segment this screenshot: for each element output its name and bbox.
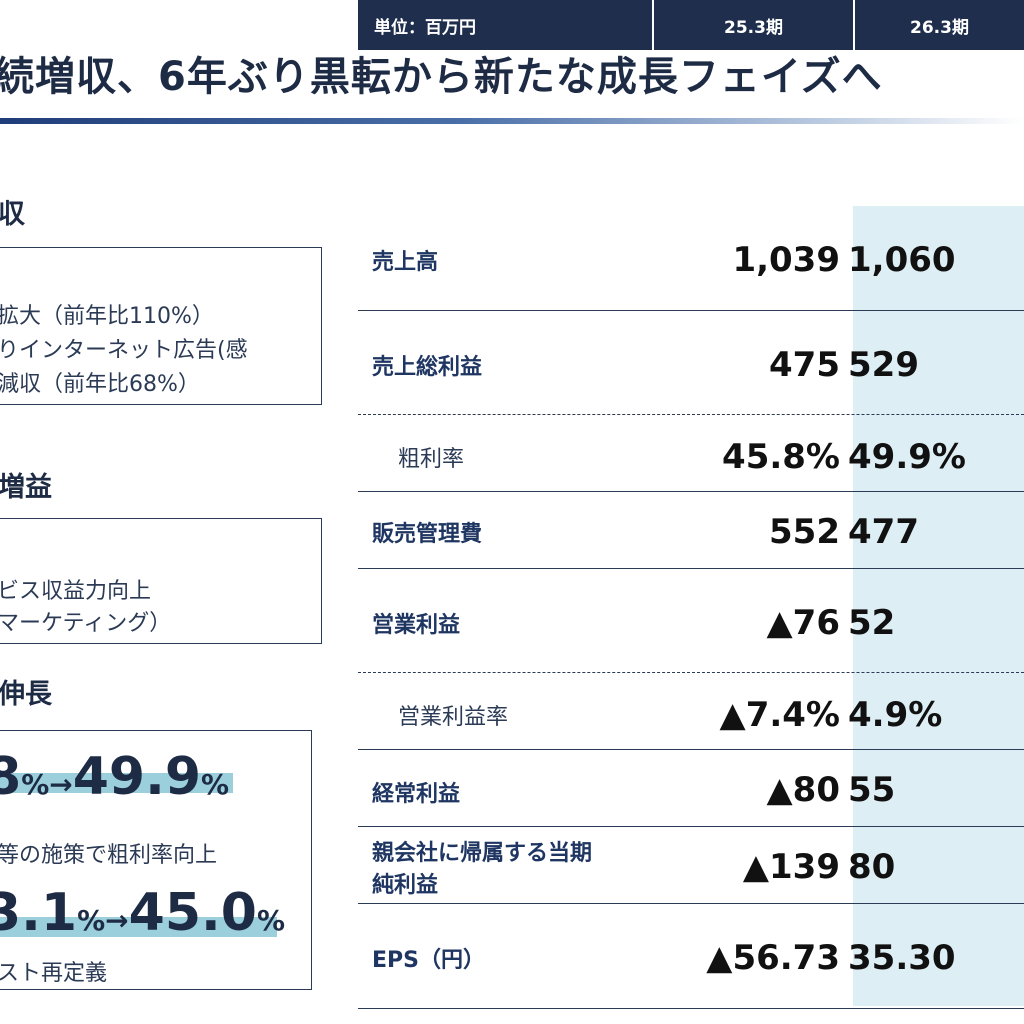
kpi-highlight-bar <box>0 773 233 793</box>
value-25-3: 1,039 <box>732 240 840 280</box>
table-row-eps: EPS（円） ▲56.73 35.30 <box>358 904 1024 1009</box>
row-label: 営業利益 <box>372 613 461 638</box>
table-row-operating-margin: 営業利益率 ▲7.4% 4.9% <box>358 673 1024 750</box>
gross-margin-kpi: 8%→49.9% <box>0 747 230 807</box>
header-col-25-3: 25.3期 <box>652 0 853 50</box>
section-heading-profit: 増益 <box>0 472 52 503</box>
table-row-sga: 販売管理費 552 477 <box>358 492 1024 569</box>
value-25-3: ▲139 <box>742 847 840 887</box>
revenue-detail-box: 拡大（前年比110%） りインターネット広告(感 減収（前年比68%） <box>0 247 322 405</box>
row-label: 売上高 <box>372 250 439 275</box>
gross-margin-note: 等の施策で粗利率向上 <box>0 843 218 868</box>
table-row-ordinary-profit: 経常利益 ▲80 55 <box>358 750 1024 827</box>
value-25-3: ▲7.4% <box>719 695 840 735</box>
section-heading-growth: 伸長 <box>0 679 52 710</box>
table-row-revenue: 売上高 1,039 1,060 <box>358 206 1024 311</box>
value-26-3: 49.9% <box>848 437 966 477</box>
profit-detail-line: マーケティング） <box>0 611 172 636</box>
value-25-3: ▲56.73 <box>706 938 840 978</box>
row-label: EPS（円） <box>372 948 485 973</box>
row-label: 営業利益率 <box>398 705 509 730</box>
value-26-3: 4.9% <box>848 695 943 735</box>
row-label: 販売管理費 <box>372 522 483 547</box>
value-25-3: 552 <box>769 512 840 552</box>
profit-detail-box: ビス収益力向上 マーケティング） <box>0 518 322 644</box>
revenue-detail-line: 拡大（前年比110%） <box>0 304 214 329</box>
left-panel: 収 拡大（前年比110%） りインターネット広告(感 減収（前年比68%） 増益… <box>0 0 340 1024</box>
row-label: 経常利益 <box>372 782 461 807</box>
cost-ratio-kpi: 3.1%→45.0% <box>0 883 286 943</box>
table-row-gross-margin: 粗利率 45.8% 49.9% <box>358 415 1024 492</box>
table-row-gross-profit: 売上総利益 475 529 <box>358 311 1024 415</box>
value-26-3: 80 <box>848 847 896 887</box>
value-25-3: ▲76 <box>766 603 840 643</box>
table-row-net-income: 親会社に帰属する当期 純利益 ▲139 80 <box>358 827 1024 904</box>
row-label: 売上総利益 <box>372 355 483 380</box>
value-25-3: ▲80 <box>766 770 840 810</box>
value-26-3: 529 <box>848 345 919 385</box>
highlight-column-background <box>853 206 1024 1006</box>
page-title: 続増収、6年ぶり黒転から新たな成長フェイズへ <box>0 54 883 100</box>
revenue-detail-line: りインターネット広告(感 <box>0 338 248 363</box>
value-26-3: 52 <box>848 603 896 643</box>
row-label: 純利益 <box>372 873 439 898</box>
value-26-3: 55 <box>848 770 896 810</box>
value-25-3: 45.8% <box>722 437 840 477</box>
value-26-3: 35.30 <box>848 938 956 978</box>
financial-table-header: 単位：百万円 25.3期 26.3期 <box>358 0 1024 50</box>
value-26-3: 1,060 <box>848 240 956 280</box>
row-label: 親会社に帰属する当期 <box>372 841 593 866</box>
value-26-3: 477 <box>848 512 919 552</box>
kpi-highlight-bar <box>0 917 277 937</box>
row-label: 粗利率 <box>398 447 465 472</box>
table-row-operating-profit: 営業利益 ▲76 52 <box>358 569 1024 673</box>
growth-detail-box: 8%→49.9% 等の施策で粗利率向上 3.1%→45.0% スト再定義 <box>0 730 312 990</box>
header-col-26-3: 26.3期 <box>853 0 1024 50</box>
cost-ratio-note: スト再定義 <box>0 961 108 986</box>
title-underline <box>0 118 1024 124</box>
value-25-3: 475 <box>769 345 840 385</box>
profit-detail-line: ビス収益力向上 <box>0 579 152 604</box>
header-unit: 単位：百万円 <box>374 17 476 38</box>
revenue-detail-line: 減収（前年比68%） <box>0 372 200 397</box>
section-heading-revenue: 収 <box>0 199 25 230</box>
